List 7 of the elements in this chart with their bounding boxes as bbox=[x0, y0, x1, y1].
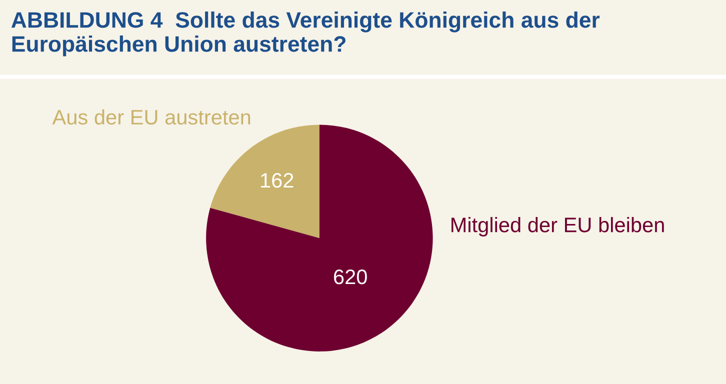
data-label: 162 bbox=[261, 173, 294, 188]
chart-title: ABBILDUNG 4 Sollte das Vereinigte Königreich aus der Europäischen Union austreten? bbox=[11, 12, 600, 56]
pie-slice bbox=[210, 124, 320, 238]
slice-label: Mitglied der EU bleiben bbox=[452, 217, 664, 236]
pie-slice bbox=[206, 124, 433, 352]
slice-label: Aus der EU austreten bbox=[52, 109, 250, 125]
data-label: 620 bbox=[334, 270, 367, 284]
